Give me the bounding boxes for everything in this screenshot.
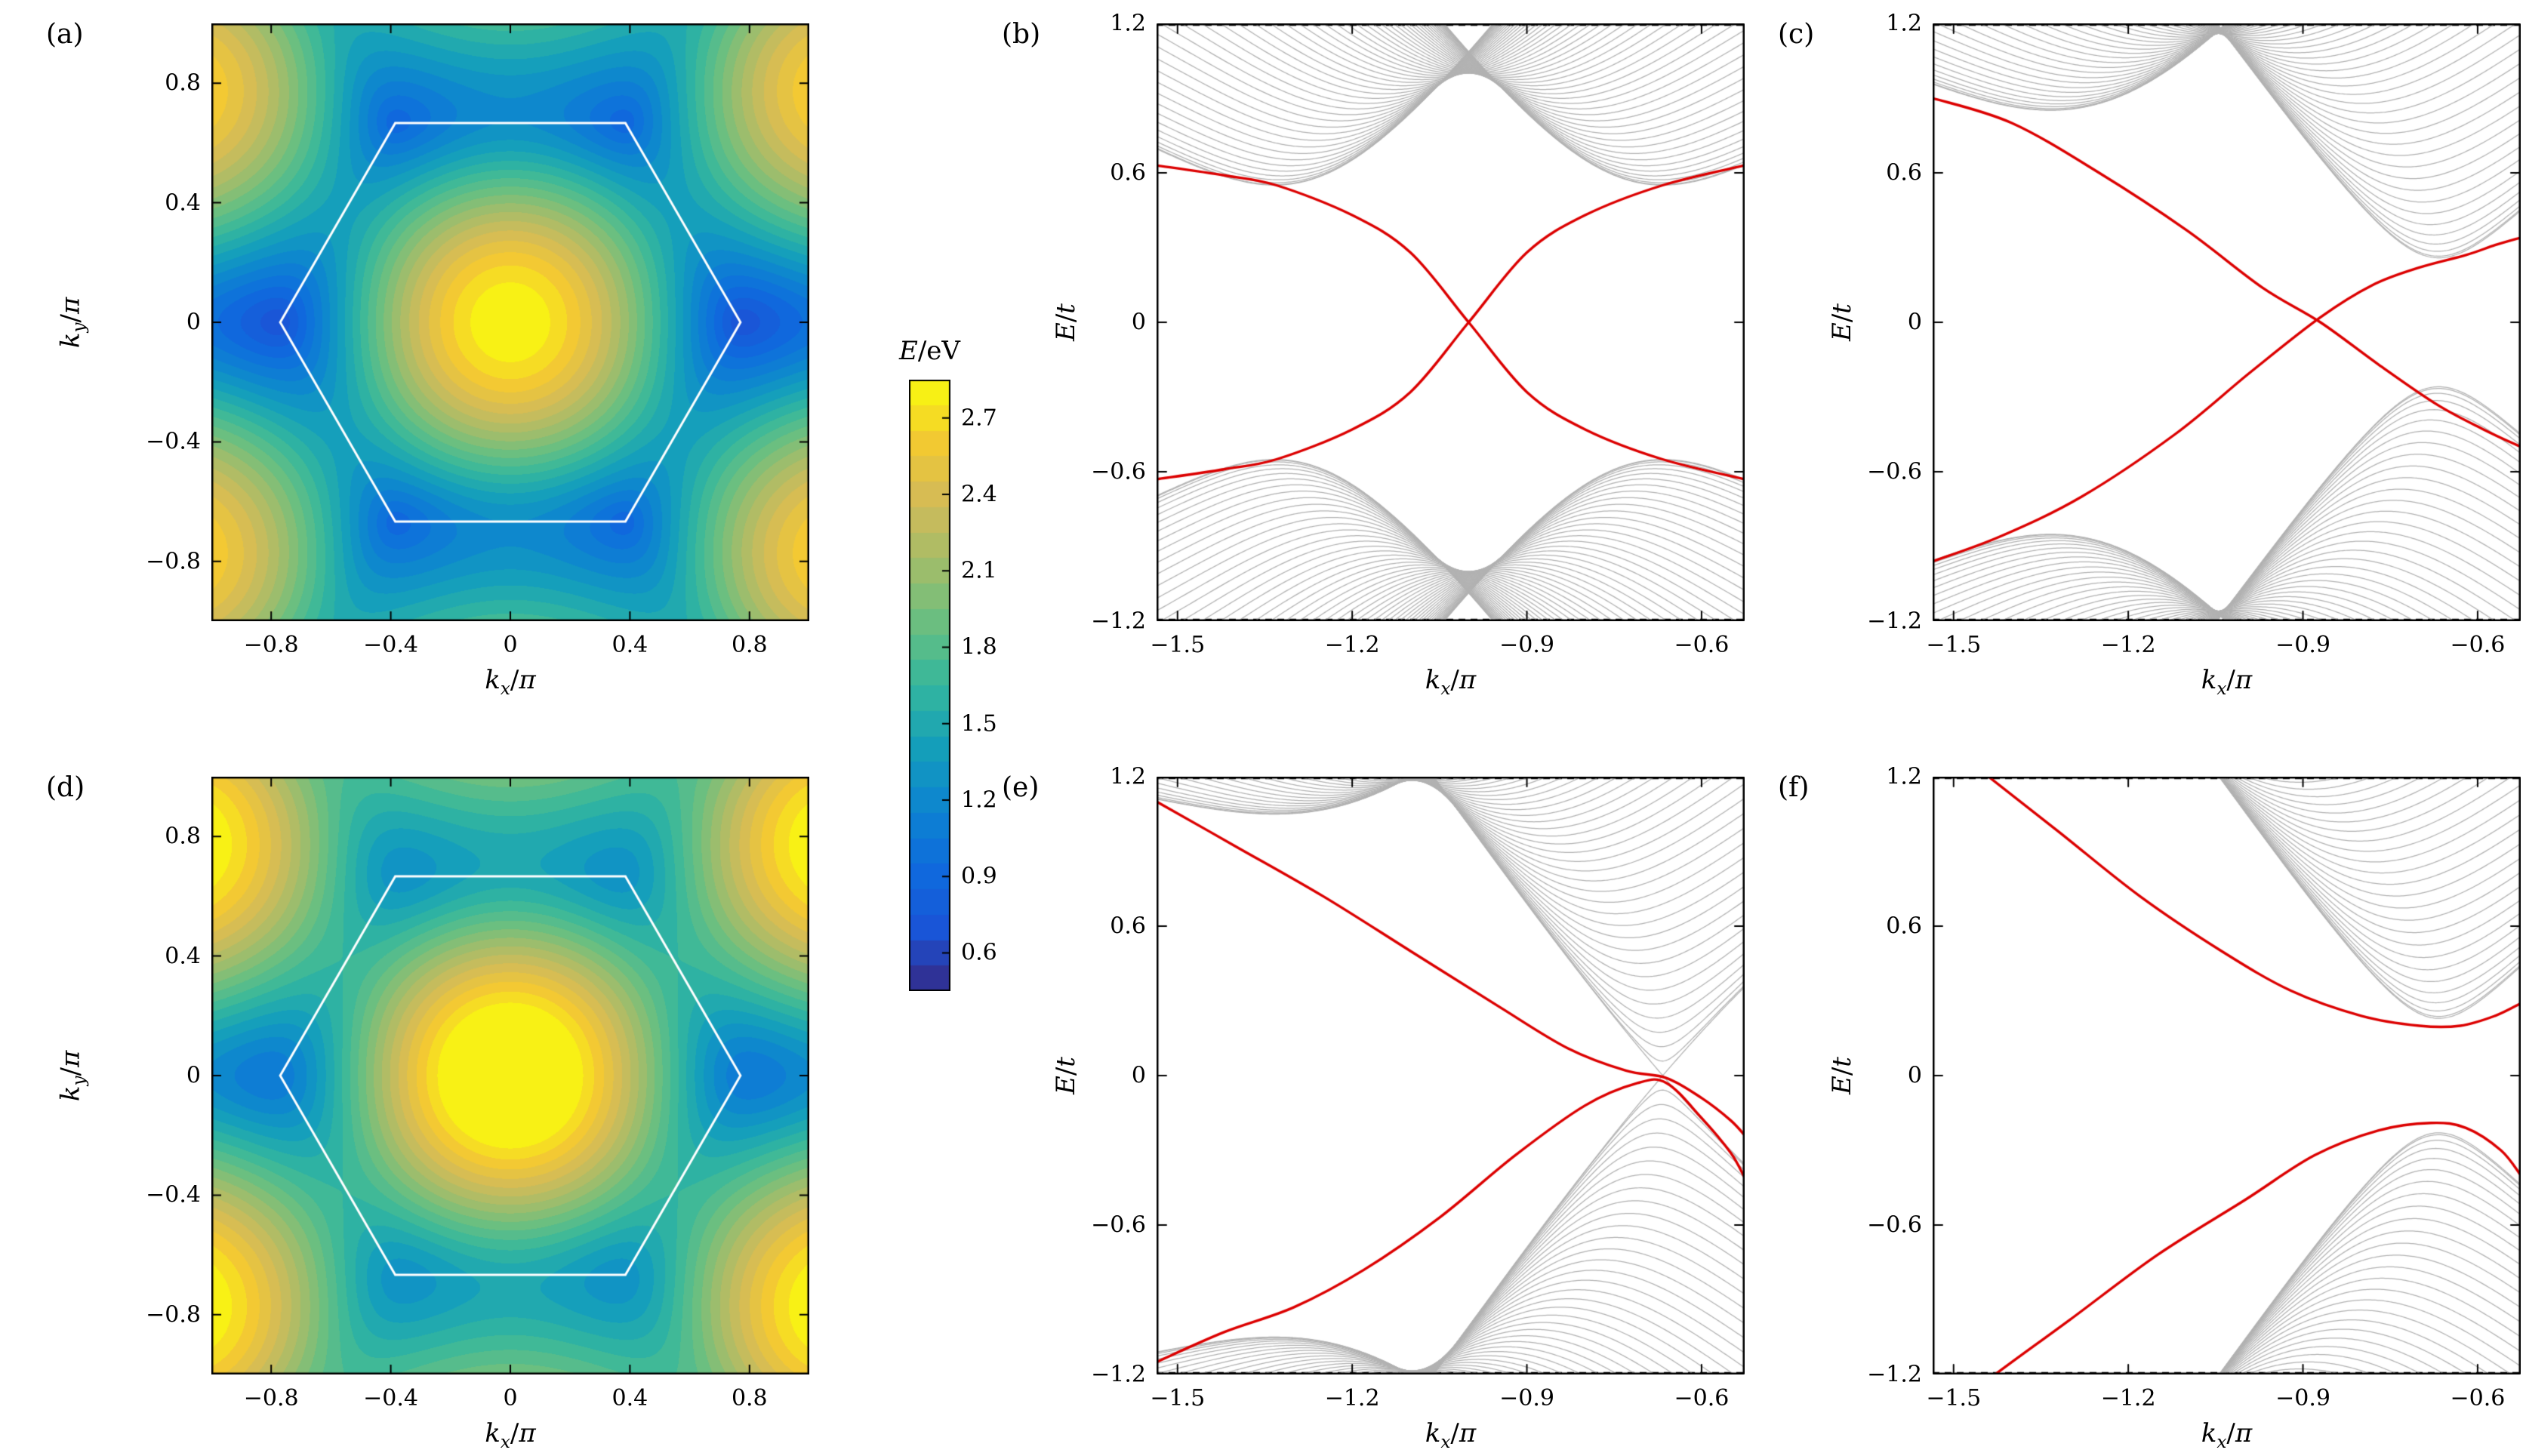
tick-label: −1.2 xyxy=(1091,1361,1146,1388)
tick-label: −0.4 xyxy=(146,1181,201,1208)
tick-label: −1.2 xyxy=(1091,608,1146,635)
tick-label: 0.6 xyxy=(961,939,997,966)
tick-label: 0 xyxy=(1907,1062,1922,1089)
tick-label: −0.8 xyxy=(243,1385,299,1411)
tick-label: −1.5 xyxy=(1926,1385,1982,1411)
tick-label: 0.4 xyxy=(611,632,648,658)
tick-label: 0.4 xyxy=(165,943,201,970)
panel-letter-b: (b) xyxy=(1002,19,1041,50)
tick-label: 0 xyxy=(1907,309,1922,336)
x-axis-label: kx/π xyxy=(485,665,536,699)
panel-letter-e: (e) xyxy=(1002,772,1040,803)
panel-letter-f: (f) xyxy=(1778,772,1810,803)
tick-label: 0.4 xyxy=(165,189,201,217)
tick-label: −0.6 xyxy=(1091,1211,1146,1239)
tick-label: 0.6 xyxy=(1886,913,1922,940)
tick-label: 0 xyxy=(186,309,201,336)
x-axis-label: kx/π xyxy=(1425,1418,1477,1452)
tick-label: −0.6 xyxy=(1674,632,1730,658)
tick-label: 2.7 xyxy=(961,405,997,432)
tick-label: −0.9 xyxy=(2275,632,2330,658)
tick-label: −0.9 xyxy=(1499,632,1554,658)
tick-label: −1.5 xyxy=(1150,632,1206,658)
tick-label: 2.1 xyxy=(961,557,997,584)
tick-label: −1.2 xyxy=(1867,608,1922,635)
tick-label: 0.8 xyxy=(165,823,201,850)
panel-b: (b) kx/π E/t −1.5 −1.2 −0.9 −0.6 −1.2 −0.6 0 0.… xyxy=(1002,11,1745,699)
tick-label: −0.8 xyxy=(243,632,299,658)
tick-label: −1.2 xyxy=(1324,1385,1380,1411)
x-axis-label: kx/π xyxy=(485,1418,536,1452)
x-axis-label: kx/π xyxy=(2201,1418,2253,1452)
tick-label: 0.8 xyxy=(731,1385,768,1411)
tick-label: −1.2 xyxy=(1867,1361,1922,1388)
tick-label: 0.8 xyxy=(165,69,201,97)
colorbar-title: E/eV xyxy=(899,336,960,366)
tick-label: 0.4 xyxy=(611,1385,648,1411)
tick-label: −1.5 xyxy=(1150,1385,1206,1411)
tick-label: 1.2 xyxy=(1110,763,1146,790)
tick-label: 0 xyxy=(1131,1062,1146,1089)
panel-c: (c) kx/π E/t −1.5 −1.2 −0.9 −0.6 −1.2 −0.6 0 0.… xyxy=(1778,11,2521,699)
tick-label: −0.6 xyxy=(1091,458,1146,485)
tick-label: 1.5 xyxy=(961,710,997,737)
tick-label: 0.6 xyxy=(1110,913,1146,940)
tick-label: −0.6 xyxy=(1867,458,1922,485)
panel-letter-d: (d) xyxy=(46,772,85,803)
tick-label: 0 xyxy=(1131,309,1146,336)
x-axis-label: kx/π xyxy=(1425,665,1477,699)
tick-label: −0.4 xyxy=(363,1385,419,1411)
tick-label: 1.2 xyxy=(1886,10,1922,37)
tick-label: −0.9 xyxy=(1499,1385,1554,1411)
tick-label: 0.9 xyxy=(961,863,997,890)
tick-label: −0.6 xyxy=(1674,1385,1730,1411)
x-axis-label: kx/π xyxy=(2201,665,2253,699)
panel-f: (f) kx/π E/t −1.5 −1.2 −0.9 −0.6 −1.2 −0.6 0 0.… xyxy=(1778,764,2521,1452)
band-structure-canvas-c xyxy=(1933,23,2521,621)
tick-label: −1.2 xyxy=(2100,1385,2156,1411)
panel-a: (a) kx/π ky/π −0.8 −0.4 0 0.4 0.8 −0.8 −0.4 0 0.… xyxy=(46,19,809,699)
tick-label: −1.2 xyxy=(2100,632,2156,658)
tick-label: −0.6 xyxy=(2450,1385,2506,1411)
panel-letter-c: (c) xyxy=(1778,19,1815,50)
tick-label: 0.8 xyxy=(731,632,768,658)
band-structure-canvas-b xyxy=(1157,23,1745,621)
band-structure-canvas-e xyxy=(1157,777,1745,1374)
contour-plot-canvas-d xyxy=(211,777,809,1374)
tick-label: 1.2 xyxy=(961,786,997,814)
tick-label: 1.2 xyxy=(1886,763,1922,790)
panel-e: (e) kx/π E/t −1.5 −1.2 −0.9 −0.6 −1.2 −0.6 0 0.… xyxy=(1002,764,1745,1452)
tick-label: −0.6 xyxy=(1867,1211,1922,1239)
tick-label: 0 xyxy=(503,632,518,658)
tick-label: −1.2 xyxy=(1324,632,1380,658)
panel-letter-a: (a) xyxy=(46,19,84,50)
colorbar: E/eV 0.6 0.9 1.2 1.5 1.8 2.1 2.4 2.7 xyxy=(899,336,997,991)
tick-label: 1.8 xyxy=(961,633,997,660)
colorbar-canvas xyxy=(909,380,950,991)
tick-label: −0.4 xyxy=(146,428,201,455)
tick-label: −1.5 xyxy=(1926,632,1982,658)
tick-label: 0 xyxy=(503,1385,518,1411)
tick-label: −0.4 xyxy=(363,632,419,658)
tick-label: 2.4 xyxy=(961,481,997,508)
tick-label: −0.8 xyxy=(146,1301,201,1328)
tick-label: 0.6 xyxy=(1110,159,1146,186)
tick-label: 0.6 xyxy=(1886,159,1922,186)
panel-d: (d) kx/π ky/π −0.8 −0.4 0 0.4 0.8 −0.8 −0.4 0 0.… xyxy=(46,772,809,1452)
tick-label: −0.9 xyxy=(2275,1385,2330,1411)
tick-label: −0.8 xyxy=(146,548,201,575)
tick-label: −0.6 xyxy=(2450,632,2506,658)
contour-plot-canvas-a xyxy=(211,23,809,621)
tick-label: 0 xyxy=(186,1062,201,1089)
tick-label: 1.2 xyxy=(1110,10,1146,37)
band-structure-canvas-f xyxy=(1933,777,2521,1374)
